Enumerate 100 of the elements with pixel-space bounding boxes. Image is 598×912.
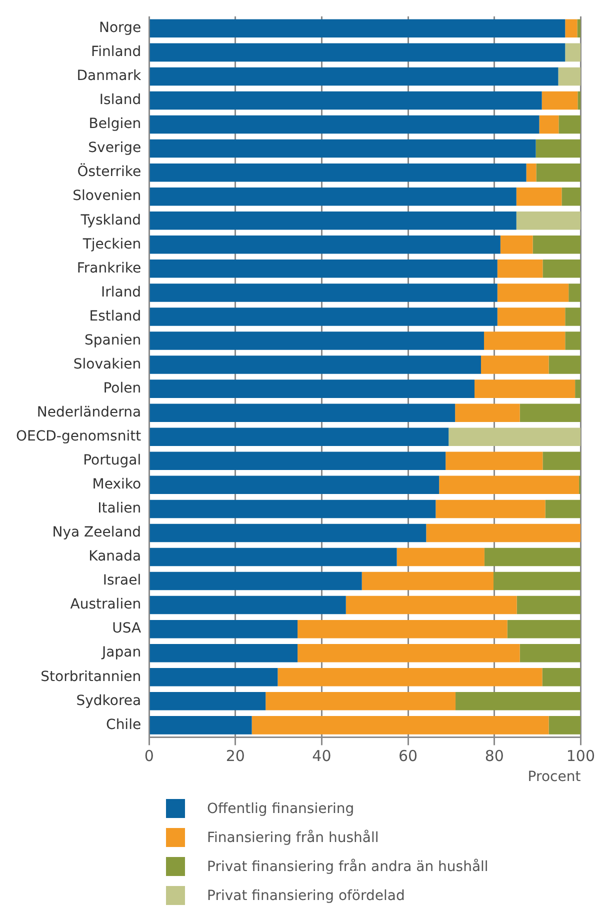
y-tick-label: Frankrike bbox=[76, 260, 142, 276]
bar bbox=[526, 163, 536, 182]
y-tick-label: Sverige bbox=[88, 140, 142, 156]
bar bbox=[516, 596, 581, 614]
bar bbox=[577, 19, 581, 38]
bar bbox=[548, 716, 581, 734]
x-tick-label: 0 bbox=[144, 747, 154, 766]
y-tick-label: Polen bbox=[103, 380, 142, 396]
bar bbox=[448, 428, 581, 446]
bar bbox=[548, 356, 581, 374]
bar bbox=[520, 404, 581, 422]
y-tick-label: Italien bbox=[98, 500, 142, 517]
y-tick-label: Estland bbox=[89, 308, 142, 324]
bar bbox=[446, 452, 543, 470]
bar bbox=[150, 380, 475, 398]
y-tick-label: Sydkorea bbox=[76, 692, 142, 709]
y-tick-label: OECD-genomsnitt bbox=[16, 428, 142, 445]
y-tick-label: Kanada bbox=[88, 548, 142, 565]
bar bbox=[539, 115, 559, 134]
bar bbox=[455, 404, 520, 422]
bar bbox=[150, 332, 484, 350]
bar bbox=[497, 308, 566, 326]
bar bbox=[150, 644, 298, 662]
bar bbox=[500, 236, 533, 254]
bar bbox=[497, 260, 543, 278]
x-tick-label: 80 bbox=[484, 747, 504, 766]
y-tick-label: Tjeckien bbox=[82, 236, 142, 252]
bar bbox=[150, 620, 298, 638]
bar bbox=[439, 476, 579, 494]
bar bbox=[150, 308, 498, 326]
bar bbox=[150, 500, 436, 518]
legend-label: Finansiering från hushåll bbox=[207, 830, 379, 846]
bar bbox=[532, 236, 581, 254]
bar bbox=[474, 380, 576, 398]
y-tick-label: Spanien bbox=[84, 332, 142, 348]
bar bbox=[298, 620, 508, 638]
bar bbox=[150, 139, 536, 158]
bar bbox=[480, 356, 549, 374]
bar bbox=[150, 115, 540, 134]
y-tick-label: Slovakien bbox=[73, 356, 142, 372]
bar bbox=[484, 548, 581, 566]
y-tick-label: Tyskland bbox=[80, 212, 142, 228]
bar bbox=[150, 356, 481, 374]
bar bbox=[575, 380, 581, 398]
y-tick-label: Portugal bbox=[83, 452, 142, 469]
bar bbox=[426, 524, 581, 542]
bar bbox=[516, 187, 562, 206]
bar bbox=[266, 692, 456, 710]
legend-label: Offentlig finansiering bbox=[207, 800, 354, 816]
bar bbox=[494, 572, 581, 590]
bar bbox=[346, 596, 517, 614]
bar bbox=[150, 211, 516, 230]
bar bbox=[150, 548, 397, 566]
y-tick-label: Australien bbox=[70, 596, 142, 613]
y-tick-label: Israel bbox=[102, 572, 142, 589]
bar bbox=[542, 452, 581, 470]
y-tick-label: Danmark bbox=[76, 68, 142, 84]
y-tick-label: Irland bbox=[100, 284, 142, 300]
y-tick-label: Japan bbox=[101, 644, 142, 661]
bar bbox=[558, 115, 581, 134]
legend-label: Privat finansiering från andra än hushåll bbox=[207, 858, 488, 874]
bar bbox=[542, 260, 581, 278]
bar bbox=[278, 668, 542, 686]
bar bbox=[436, 500, 546, 518]
bar bbox=[150, 163, 526, 182]
bar bbox=[150, 284, 498, 302]
bar bbox=[150, 716, 252, 734]
bar bbox=[565, 43, 581, 62]
bar bbox=[516, 211, 581, 230]
bar bbox=[150, 236, 500, 254]
bar bbox=[542, 91, 578, 110]
y-tick-label: Chile bbox=[106, 716, 142, 733]
bar bbox=[456, 692, 581, 710]
x-tick-label: 60 bbox=[398, 747, 418, 766]
x-tick-label: 20 bbox=[226, 747, 245, 766]
bar bbox=[542, 668, 581, 686]
bar bbox=[558, 67, 581, 86]
y-tick-label: Belgien bbox=[88, 116, 142, 132]
bar bbox=[536, 163, 581, 182]
bar bbox=[362, 572, 494, 590]
y-tick-label: Nederländerna bbox=[36, 404, 142, 420]
bar bbox=[568, 284, 581, 302]
bar bbox=[150, 668, 278, 686]
y-tick-label: Norge bbox=[99, 20, 142, 36]
bar bbox=[150, 428, 449, 446]
bar bbox=[150, 404, 456, 422]
bar bbox=[565, 332, 581, 350]
bar bbox=[150, 91, 542, 110]
bar bbox=[150, 452, 446, 470]
y-tick-label: Finland bbox=[91, 44, 142, 60]
bar bbox=[150, 572, 362, 590]
bar bbox=[484, 332, 566, 350]
bar bbox=[252, 716, 549, 734]
bar bbox=[150, 692, 266, 710]
x-tick-label: 40 bbox=[312, 747, 332, 766]
bar bbox=[565, 308, 581, 326]
bar bbox=[520, 644, 581, 662]
bar bbox=[150, 67, 558, 86]
bar bbox=[150, 43, 566, 62]
bar bbox=[396, 548, 484, 566]
